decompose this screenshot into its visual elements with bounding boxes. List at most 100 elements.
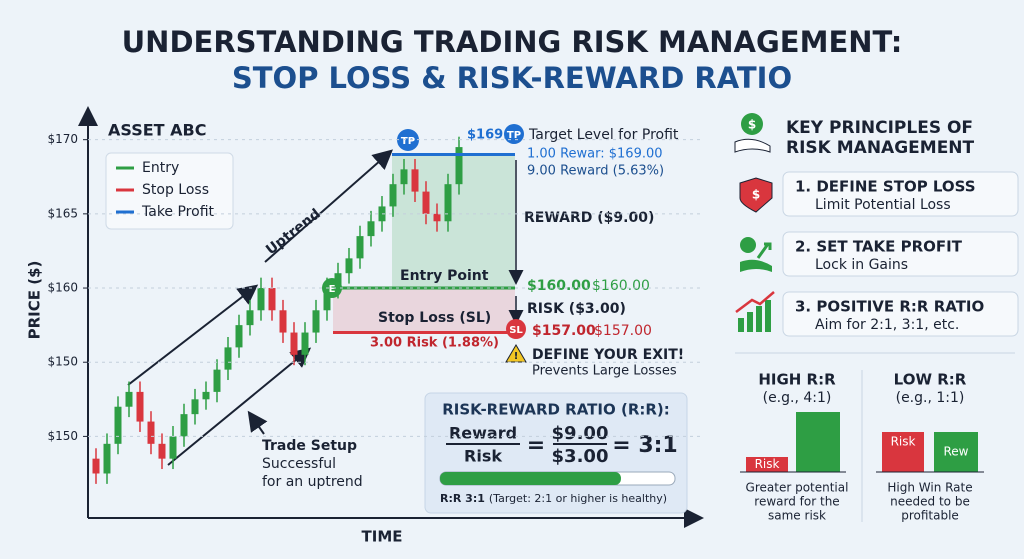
rr-note: R:R 3:1 (Target: 2:1 or higher is healthy… (440, 492, 667, 505)
exit-text: Prevents Large Losses (532, 364, 677, 379)
rr-numerator: Reward (449, 424, 517, 443)
cmp-caption: reward for the (754, 495, 839, 509)
setup-text: for an uptrend (262, 474, 363, 490)
candle-body (323, 288, 331, 311)
bars-icon (738, 318, 744, 332)
legend-label: Entry (142, 160, 179, 176)
candle-body (411, 169, 419, 192)
sl-price: $157.00 (594, 323, 652, 339)
bars-icon (765, 300, 771, 332)
principles-title: KEY PRINCIPLES OF (786, 118, 973, 138)
reward-bar-label: Rew (944, 445, 969, 459)
cmp-caption: High Win Rate (887, 481, 972, 495)
chart-title: ASSET ABC (108, 121, 206, 140)
candle-body (103, 443, 111, 474)
candle-body (257, 288, 265, 311)
tp-price: $169. (467, 128, 508, 143)
principle-card (782, 291, 1019, 337)
y-tick-label: $160 (47, 281, 78, 295)
reward-bar (934, 432, 978, 472)
risk-label: RISK ($3.00) (527, 301, 626, 317)
setup-title: Trade Setup (262, 438, 357, 454)
rr-num-value: $9.00 (552, 423, 609, 444)
candle-body (345, 258, 353, 274)
principle-title: 1. DEFINE STOP LOSS (795, 178, 976, 196)
candle-body (356, 236, 364, 259)
cmp-title: LOW R:R (894, 371, 967, 389)
risk-bar-label: Risk (891, 435, 916, 449)
cmp-caption: same risk (768, 509, 826, 523)
candle-body (180, 414, 188, 437)
warning-mark: ! (514, 351, 519, 362)
candle-body (224, 347, 232, 370)
y-tick-label: $170 (47, 132, 78, 146)
candle-body (312, 310, 320, 333)
risk-bar (746, 457, 788, 472)
risk-bar (882, 432, 924, 472)
cmp-caption: Greater potential (746, 481, 849, 495)
candle-body (147, 421, 155, 444)
bars-icon (756, 306, 762, 332)
candle-body (136, 391, 144, 422)
risk-bar-label: Risk (755, 457, 780, 471)
tp-badge (397, 129, 419, 151)
candle-body (367, 221, 375, 237)
coin-icon (740, 237, 756, 253)
trend-arrow (127, 284, 259, 386)
sl-risk: 3.00 Risk (1.88%) (370, 336, 499, 351)
hand-icon (740, 259, 772, 272)
hand-icon (734, 138, 771, 153)
rr-title: RISK-REWARD RATIO (R:R): (442, 401, 670, 419)
candle-body (191, 399, 199, 415)
x-axis-label: TIME (362, 528, 403, 546)
rr-note-bold: R:R 3:1 (440, 492, 485, 505)
rr-result: = 3:1 (612, 433, 678, 458)
principles-title: RISK MANAGEMENT (786, 138, 975, 158)
candle-body (202, 391, 210, 400)
trend-arrow (167, 347, 312, 466)
trend-icon (735, 291, 775, 313)
cmp-caption: needed to be (890, 495, 970, 509)
rr-den-value: $3.00 (552, 446, 609, 467)
tp-reward: 1.00 Rewar: $169.00 (527, 147, 663, 162)
risk-zone (333, 288, 515, 333)
entry-price: $160.00 (592, 278, 650, 294)
candle-body (290, 332, 298, 355)
y-axis-label: PRICE ($) (26, 261, 44, 340)
legend-label: Stop Loss (142, 182, 209, 198)
candle-body (444, 184, 452, 222)
candle-body (389, 184, 397, 207)
legend-label: Take Profit (141, 204, 215, 220)
candle-body (301, 332, 309, 355)
candle-body (455, 147, 463, 185)
tp-badge-text: TP (401, 136, 415, 147)
arrow-icon (756, 242, 772, 259)
bars-icon (747, 312, 753, 332)
sl-badge (506, 319, 526, 339)
dollar-icon (741, 113, 763, 135)
exit-title: DEFINE YOUR EXIT! (532, 347, 684, 363)
candle-body (158, 443, 166, 459)
progress-fill (440, 472, 621, 485)
rr-equals: = (527, 433, 545, 458)
setup-text: Successful (262, 456, 336, 472)
candle-body (169, 436, 177, 459)
candle-body (400, 169, 408, 185)
sl-badge-text: SL (509, 325, 523, 336)
cmp-title: HIGH R:R (758, 371, 836, 389)
principle-text: Limit Potential Loss (815, 197, 951, 213)
tp-text: Target Level for Profit (528, 127, 679, 143)
candle-body (114, 406, 122, 444)
principle-text: Lock in Gains (815, 257, 908, 273)
subtitle: STOP LOSS & RISK-REWARD RATIO (232, 61, 792, 95)
principle-card (782, 231, 1019, 277)
entry-badge (322, 278, 342, 298)
candle-body (279, 310, 287, 333)
y-tick-label: $165 (47, 206, 78, 220)
tp-badge-text: TP (507, 130, 521, 141)
cmp-example: (e.g., 1:1) (896, 390, 965, 406)
entry-price: $160.00 (527, 278, 591, 294)
rr-denominator: Risk (464, 447, 502, 466)
